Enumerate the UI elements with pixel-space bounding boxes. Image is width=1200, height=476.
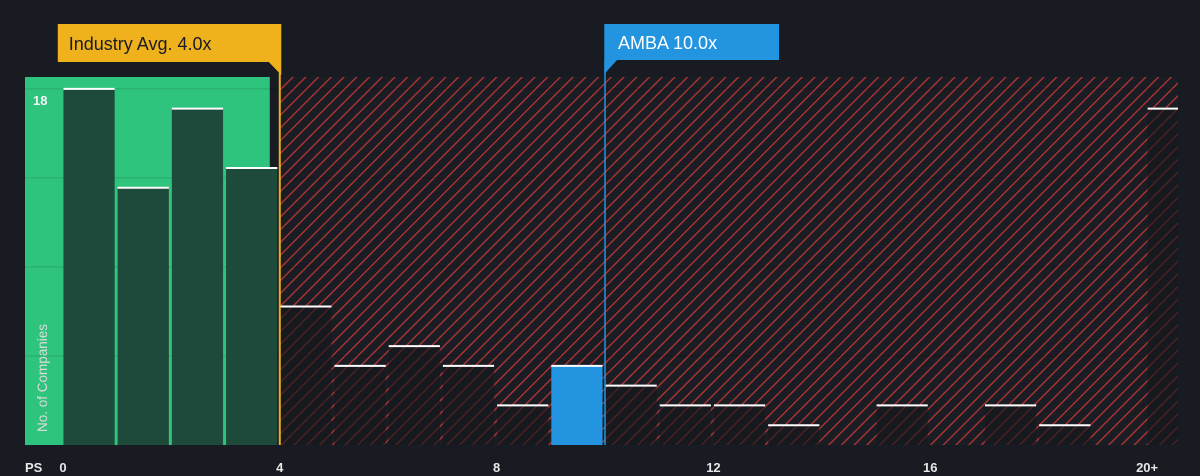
bar-9-10 [551, 365, 603, 445]
bar-7-8 [442, 365, 495, 445]
x-axis-label: PS [25, 460, 43, 475]
y-tick-labels: 18 [33, 93, 47, 108]
histogram-bars [63, 87, 1178, 446]
bar-0-1 [63, 88, 115, 445]
x-tick-label: 0 [59, 460, 66, 475]
bar-17-18 [984, 405, 1037, 445]
industry-avg-flag [57, 24, 282, 75]
bar-10-11 [605, 385, 657, 445]
x-tick-label: 16 [923, 460, 937, 475]
company-value-label: AMBA 10.0x [618, 33, 717, 53]
bar-15-16 [876, 405, 928, 445]
x-tick-label: 20+ [1136, 460, 1158, 475]
industry-avg-label: Industry Avg. 4.0x [69, 34, 212, 54]
bar-11-12 [659, 405, 711, 445]
x-tick-labels: 0 4 8 12 16 20+ [59, 460, 1158, 475]
x-tick-label: 4 [276, 460, 284, 475]
bar-18-19 [1039, 425, 1091, 445]
company-value-flag [604, 24, 780, 74]
bar-6-7 [388, 346, 440, 445]
y-axis-label: No. of Companies [35, 324, 50, 432]
bar-4-5 [280, 306, 332, 445]
bar-3-4 [226, 168, 278, 446]
bar-13-14 [768, 425, 820, 445]
bar-8-9 [497, 405, 549, 445]
x-tick-label: 12 [706, 460, 720, 475]
axes: No. of Companies PS 0 4 8 12 16 20+ 18 [25, 93, 1159, 475]
x-tick-label: 8 [493, 460, 500, 475]
bar-2-3 [171, 108, 224, 445]
y-tick-label: 18 [33, 93, 47, 108]
bar-1-2 [117, 187, 169, 445]
bar-20-21 [1147, 108, 1178, 445]
reference-markers: Industry Avg. 4.0x AMBA 10.0x [57, 24, 780, 445]
bar-5-6 [334, 365, 386, 445]
bar-12-13 [713, 405, 766, 445]
